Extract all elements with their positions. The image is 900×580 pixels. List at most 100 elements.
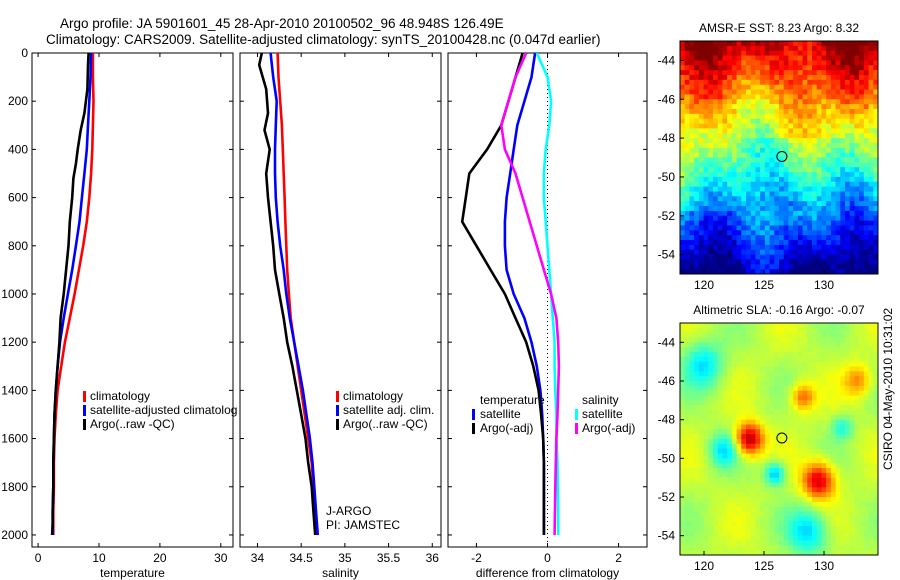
sst_map-cell (821, 230, 827, 236)
sst_map-cell (755, 45, 761, 52)
sst_map-cell (731, 60, 737, 66)
sla_map-cell (868, 381, 874, 387)
sla_map-cell (788, 361, 794, 367)
sst_map-cell (713, 191, 719, 197)
sst_map-cell (797, 128, 803, 134)
sla_map-cell (845, 327, 851, 334)
sla_map-cell (727, 424, 733, 430)
difference-legend-left-title: temperature (480, 393, 545, 407)
sla_map-cell (703, 356, 709, 363)
sst_map-cell (783, 147, 789, 154)
sst_map-cell (760, 157, 766, 163)
sst_map-cell (868, 210, 874, 217)
sst_map-cell (717, 147, 723, 154)
sst_map-cell (863, 104, 869, 110)
sst_map-cell (731, 113, 737, 120)
sst_map-cell (830, 249, 836, 255)
sla_map-cell (826, 458, 832, 464)
sst_map-cell (703, 206, 709, 212)
sst_map-cell (717, 79, 723, 86)
sst_map-cell (779, 65, 785, 71)
sst_map-cell (746, 240, 752, 246)
sla_map-cell (755, 487, 761, 493)
sst_map-cell (680, 215, 686, 221)
sst_map-cell (750, 41, 756, 47)
sla_map-cell (821, 376, 827, 382)
sst_map-cell (807, 186, 813, 192)
sla_map-cell (769, 516, 775, 522)
sla_map-cell (684, 526, 690, 532)
sla_map-cell (713, 424, 719, 430)
sla_map-cell (783, 472, 789, 479)
sst_map-cell (764, 70, 770, 76)
sst_map-cell (812, 104, 818, 110)
sla_map-cell (736, 424, 742, 430)
sla_map-cell (835, 506, 841, 512)
sla_map-cell (873, 458, 879, 464)
sst_map-cell (764, 264, 770, 270)
sst_map-cell (863, 142, 869, 149)
sla_map-cell (826, 356, 832, 363)
sla_map-cell (717, 361, 723, 367)
sst_map-cell (741, 220, 747, 226)
sst_map-cell (802, 79, 808, 86)
sla_map-cell (812, 381, 818, 387)
sst_map-cell (722, 201, 728, 207)
sla_map-cell (698, 550, 704, 556)
sla_map-cell (741, 424, 747, 430)
sla_map-cell (774, 497, 780, 503)
sla_map-cell (802, 511, 808, 517)
sla_map-cell (684, 400, 690, 406)
sla_map-cell (849, 482, 855, 488)
sla_map-cell (830, 323, 836, 329)
sst_map-cell (807, 118, 813, 124)
sla_map-cell (760, 535, 766, 541)
sla_map-cell (845, 381, 851, 387)
sst_map-cell (868, 142, 874, 149)
sst_map-cell (835, 259, 841, 265)
sla_map-cell (779, 482, 785, 488)
sla_map-cell (859, 400, 865, 406)
sst_map-cell (713, 118, 719, 124)
sst_map-cell (717, 152, 723, 158)
sst_map-cell (689, 225, 695, 231)
sst_map-cell (764, 196, 770, 202)
sla_map-cell (807, 385, 813, 392)
sla_map-title: Altimetric SLA: -0.16 Argo: -0.07 (693, 303, 865, 317)
sst_map-cell (689, 123, 695, 129)
sla_map-cell (797, 550, 803, 556)
sst_map-cell (821, 65, 827, 71)
sla_map-cell (835, 342, 841, 348)
sst_map-cell (727, 45, 733, 52)
sst_map-cell (816, 41, 822, 47)
sla_map-cell (731, 458, 737, 464)
sla_map-cell (680, 342, 686, 348)
sst_map-cell (830, 172, 836, 178)
sla_map-ytick-label: -44 (658, 335, 676, 349)
sla_map-cell (830, 540, 836, 546)
sla_map-cell (816, 361, 822, 367)
sla_map-cell (797, 463, 803, 469)
salinity-xtick-label: 36 (426, 551, 440, 565)
sla_map-cell (783, 530, 789, 537)
sla_map-cell (821, 501, 827, 508)
sla_map-cell (760, 458, 766, 464)
sst_map-cell (722, 206, 728, 212)
sst_map-cell (764, 99, 770, 105)
sla_map-cell (727, 443, 733, 450)
sst_map-cell (779, 138, 785, 144)
sst_map-cell (708, 45, 714, 52)
sla_map-cell (779, 506, 785, 512)
sst_map-cell (802, 55, 808, 61)
sst_map-cell (802, 167, 808, 173)
sst_map-cell (840, 55, 846, 61)
sst_map-cell (703, 181, 709, 188)
sla_map-cell (769, 381, 775, 387)
sst_map-cell (807, 264, 813, 270)
sla_map-cell (783, 352, 789, 358)
sst_map-cell (849, 65, 855, 71)
sst_map-cell (717, 123, 723, 129)
sla_map-cell (859, 376, 865, 382)
sst_map-cell (845, 123, 851, 129)
sla_map-cell (783, 361, 789, 367)
